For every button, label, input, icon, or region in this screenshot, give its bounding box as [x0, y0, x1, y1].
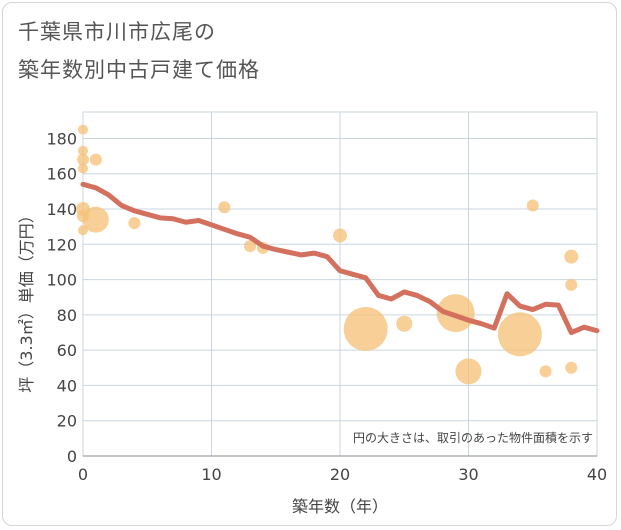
- x-tick-label: 10: [201, 465, 221, 484]
- bubble-point: [396, 315, 413, 332]
- bubble-point: [455, 358, 482, 385]
- x-axis-title: 築年数（年）: [292, 497, 388, 516]
- x-tick-label: 0: [78, 465, 88, 484]
- bubble-point: [244, 240, 257, 253]
- y-tick-label: 60: [57, 341, 77, 360]
- bubble-point: [78, 225, 88, 236]
- grid: [82, 111, 598, 457]
- bubble-point: [526, 199, 539, 212]
- bubble-point: [78, 124, 88, 135]
- chart-title-line1: 千葉県市川市広尾の: [18, 20, 216, 44]
- y-tick-label: 0: [67, 447, 77, 466]
- bubble-point: [78, 163, 88, 174]
- bubble-point: [218, 201, 231, 214]
- bubble-point: [343, 306, 388, 351]
- x-tick-label: 40: [587, 465, 607, 484]
- trend-line: [80, 181, 600, 336]
- x-tick-label: 20: [330, 465, 350, 484]
- bubble-point: [436, 294, 475, 333]
- chart-card: [2, 2, 617, 526]
- trend-series: [80, 181, 600, 336]
- bubble-point: [89, 153, 102, 166]
- y-tick-label: 120: [46, 235, 77, 254]
- bubble-point: [497, 312, 542, 357]
- bubble-point: [77, 153, 89, 166]
- chart-title-line2: 築年数別中古戸建て価格: [18, 58, 260, 82]
- y-tick-label: 140: [46, 200, 77, 219]
- bubble-point: [564, 249, 579, 264]
- bubble-point: [333, 228, 347, 243]
- y-tick-label: 160: [46, 165, 77, 184]
- bubble-point: [82, 206, 109, 233]
- axes: 0 20 40 60 80 100 120 140 160 180 0 10 20 30 40: [46, 129, 607, 484]
- bubble-point: [565, 278, 578, 291]
- y-tick-label: 180: [46, 129, 77, 148]
- bubble-point: [565, 361, 578, 374]
- x-tick-label: 30: [458, 465, 478, 484]
- bubble-point: [78, 145, 88, 156]
- y-tick-label: 100: [46, 271, 77, 290]
- y-tick-label: 80: [57, 306, 77, 325]
- y-axis-title: 坪（3.3㎡）単価（万円）: [17, 207, 36, 392]
- bubble-point: [539, 365, 552, 378]
- size-note: 円の大きさは、取引のあった物件面積を示す: [353, 430, 593, 445]
- y-tick-label: 20: [57, 412, 77, 431]
- y-tick-label: 40: [57, 376, 77, 395]
- bubble-point: [128, 217, 141, 230]
